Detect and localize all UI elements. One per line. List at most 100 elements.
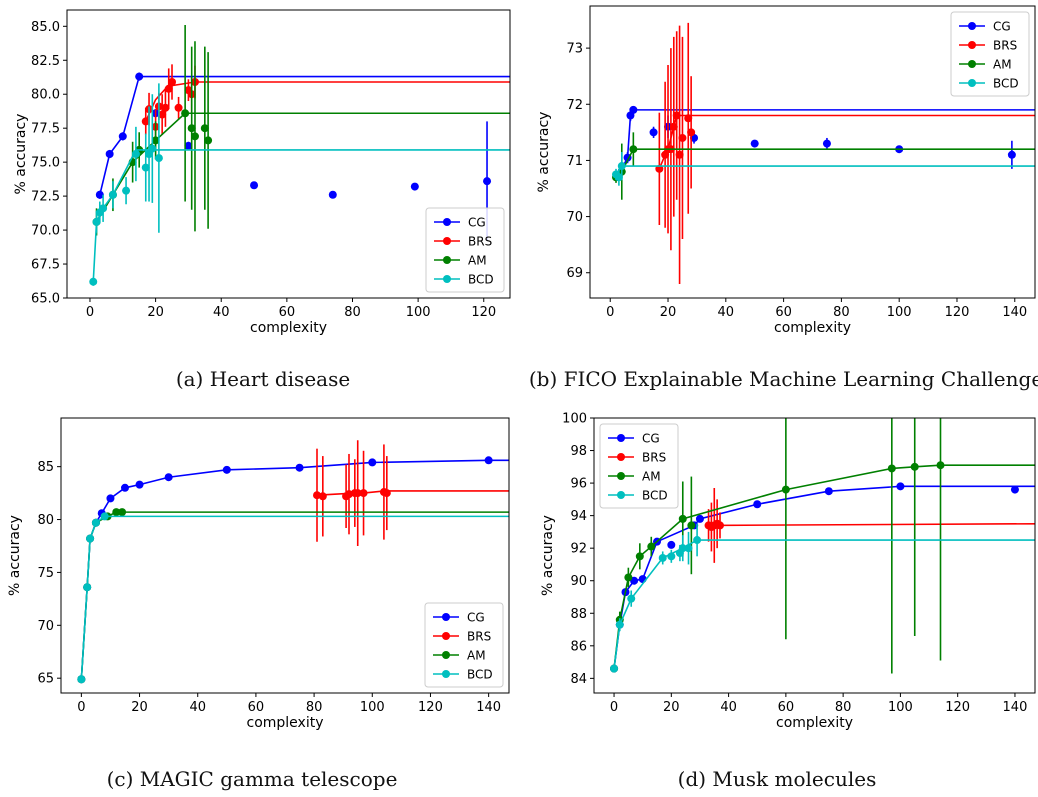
legend-marker-brs: [442, 632, 450, 640]
series-line-brs: [658, 114, 1035, 170]
legend-label-cg: CG: [993, 20, 1011, 34]
x-tick-label: 60: [775, 305, 792, 320]
x-tick-label: 40: [720, 700, 737, 715]
data-point-cg: [135, 72, 144, 81]
y-tick-label: 88: [570, 607, 587, 622]
data-point-brs: [716, 521, 724, 530]
data-point-am: [200, 124, 209, 133]
data-point-am: [204, 136, 213, 145]
data-point-cg: [649, 128, 658, 137]
plot-area: [89, 24, 510, 286]
legend-label-brs: BRS: [467, 630, 491, 644]
plot-area: [610, 418, 1035, 674]
data-point-bcd: [89, 277, 98, 286]
data-point-cg: [164, 473, 173, 482]
x-tick-label: 20: [660, 305, 677, 320]
caption-b: (b) FICO Explainable Machine Learning Ch…: [528, 367, 1038, 391]
data-point-cg: [483, 177, 492, 186]
y-axis-label: % accuracy: [7, 515, 23, 596]
chart-magic-gamma: 0 20 40 60 80 100 120 140 65 70 75 80 85 complexity % …: [7, 417, 510, 731]
legend-box: [599, 423, 679, 509]
data-point-am: [624, 573, 633, 582]
legend-box: [425, 207, 505, 293]
x-tick-label: 120: [418, 700, 443, 715]
data-point-brs: [672, 111, 681, 120]
data-point-brs: [687, 128, 696, 137]
data-point-am: [687, 521, 696, 530]
data-point-brs: [141, 117, 150, 126]
data-point-brs: [678, 133, 687, 142]
x-axis-label: complexity: [774, 320, 851, 336]
data-point-cg: [135, 480, 144, 489]
legend-marker-bcd: [617, 491, 625, 499]
y-tick-label: 70: [37, 619, 54, 634]
x-tick-label: 100: [888, 700, 913, 715]
data-point-brs: [382, 489, 391, 498]
data-point-am: [118, 508, 127, 517]
legend-marker-cg: [617, 434, 625, 442]
y-tick-label: 72.5: [31, 190, 60, 205]
axes-frame: [593, 417, 1036, 694]
legend-label-am: AM: [642, 470, 661, 484]
data-point-cg: [106, 494, 115, 503]
data-point-bcd: [684, 544, 693, 553]
data-point-cg: [118, 132, 127, 141]
data-point-am: [151, 136, 160, 145]
x-tick-label: 100: [887, 305, 912, 320]
data-point-cg: [750, 139, 759, 148]
data-point-cg: [95, 190, 104, 199]
legend: CG BRS AM BCD: [599, 423, 679, 509]
axes-frame: [589, 5, 1036, 299]
x-tick-label: 60: [778, 700, 795, 715]
data-point-brs: [684, 114, 693, 123]
series-line-bcd: [80, 515, 509, 680]
series-line-cg: [613, 485, 1035, 669]
x-tick-label: 60: [248, 700, 265, 715]
legend-marker-am: [442, 651, 450, 659]
legend-box: [950, 11, 1030, 97]
y-tick-label: 65: [37, 672, 54, 687]
data-point-bcd: [678, 544, 687, 553]
data-point-cg: [105, 150, 114, 158]
x-tick-label: 120: [945, 305, 970, 320]
legend: CG BRS AM BCD: [950, 11, 1030, 97]
data-point-bcd: [131, 150, 140, 158]
data-point-bcd: [83, 583, 92, 592]
y-tick-label: 75.0: [31, 156, 60, 171]
y-tick-label: 77.5: [31, 122, 60, 137]
data-point-cg: [822, 139, 831, 148]
data-point-cg: [629, 105, 638, 114]
legend-box: [424, 602, 504, 688]
data-point-cg: [295, 463, 304, 472]
y-tick-label: 65.0: [31, 292, 60, 307]
x-tick-label: 0: [606, 305, 614, 320]
data-point-cg: [410, 182, 419, 191]
caption-a: (a) Heart disease: [175, 367, 351, 391]
y-tick-label: 72: [566, 98, 583, 113]
data-point-cg: [1007, 150, 1016, 159]
plot-area: [612, 22, 1035, 284]
legend-marker-brs: [617, 453, 625, 461]
data-point-brs: [675, 150, 684, 159]
x-axis-label: complexity: [776, 715, 853, 731]
data-point-bcd: [693, 536, 702, 545]
legend-label-am: AM: [468, 254, 487, 268]
data-point-am: [647, 542, 656, 551]
data-point-brs: [158, 110, 167, 119]
data-point-am: [781, 485, 790, 494]
axes-frame: [60, 417, 510, 694]
y-tick-label: 98: [570, 444, 587, 459]
data-point-brs: [655, 164, 664, 173]
legend-label-am: AM: [467, 649, 486, 663]
x-tick-label: 100: [360, 700, 385, 715]
data-point-bcd: [108, 190, 117, 199]
y-tick-label: 69: [566, 266, 583, 281]
data-point-brs: [353, 489, 362, 498]
x-tick-label: 20: [147, 305, 164, 320]
y-tick-label: 85.0: [31, 20, 60, 35]
data-point-brs: [174, 103, 183, 112]
y-tick-label: 100: [562, 412, 587, 427]
legend-marker-brs: [968, 41, 976, 49]
legend-marker-am: [617, 472, 625, 480]
data-point-am: [936, 461, 945, 470]
